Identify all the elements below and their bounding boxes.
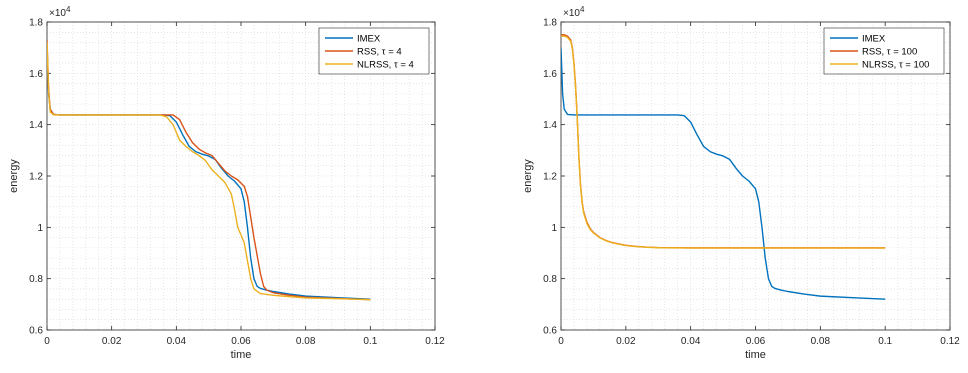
legend: IMEX RSS, τ = 4 NLRSS, τ = 4 — [318, 27, 430, 75]
legend-entry-1: IMEX — [357, 34, 381, 45]
y-tick-label: 1.6 — [543, 69, 557, 80]
x-axis-label: time — [231, 349, 252, 361]
y-tick-label: 1.2 — [543, 172, 557, 183]
y-exponent-base: ×10 — [49, 8, 66, 19]
legend-entry-3: NLRSS, τ = 100 — [862, 60, 929, 71]
y-axis-label: energy — [522, 159, 534, 193]
x-tick-label: 0.1 — [363, 336, 377, 347]
series-group — [47, 39, 371, 301]
y-tick-label: 1 — [551, 223, 557, 234]
x-tick-label: 0.06 — [231, 336, 251, 347]
x-tick-label: 0.08 — [296, 336, 316, 347]
x-tick-label: 0.12 — [940, 336, 960, 347]
y-exponent-label: ×104 — [563, 5, 585, 19]
x-tick-label: 0.04 — [167, 336, 187, 347]
series-line-3 — [47, 42, 371, 301]
y-tick-label: 1.6 — [29, 69, 43, 80]
x-tick-label: 0.1 — [878, 336, 892, 347]
y-tick-label: 1.4 — [29, 120, 43, 131]
y-tick-label: 0.6 — [543, 326, 557, 337]
y-exponent-base: ×10 — [563, 8, 580, 19]
x-tick-label: 0.06 — [746, 336, 766, 347]
x-tick-label: 0.02 — [616, 336, 636, 347]
series-line-1 — [561, 47, 886, 300]
y-exponent-power: 4 — [66, 5, 71, 14]
legend-entry-3: NLRSS, τ = 4 — [357, 60, 414, 71]
y-exponent-label: ×104 — [49, 5, 71, 19]
y-tick-label: 1.4 — [543, 120, 557, 131]
y-axis-label: energy — [8, 159, 20, 193]
x-tick-label: 0 — [44, 336, 50, 347]
x-tick-label: 0.02 — [102, 336, 122, 347]
y-tick-label: 1 — [37, 223, 43, 234]
y-tick-label: 1.8 — [29, 18, 43, 29]
legend-entry-2: RSS, τ = 100 — [862, 47, 917, 58]
x-tick-label: 0.08 — [811, 336, 831, 347]
x-tick-label: 0.12 — [425, 336, 445, 347]
y-tick-label: 1.2 — [29, 172, 43, 183]
x-tick-label: 0 — [558, 336, 564, 347]
y-tick-label: 0.8 — [29, 274, 43, 285]
series-line-3 — [561, 35, 886, 249]
chart-panel-2: 0 0.02 0.04 0.06 0.08 0.1 0.12 0.6 0.8 1 1.2 1.4 1.6… — [522, 5, 960, 361]
x-tick-label: 0.04 — [681, 336, 701, 347]
legend: IMEX RSS, τ = 100 NLRSS, τ = 100 — [823, 27, 945, 75]
y-tick-label: 0.8 — [543, 274, 557, 285]
y-tick-label: 0.6 — [29, 326, 43, 337]
grid — [561, 22, 950, 330]
y-tick-label: 1.8 — [543, 18, 557, 29]
y-exponent-power: 4 — [580, 5, 585, 14]
legend-entry-1: IMEX — [862, 34, 886, 45]
x-axis-label: time — [745, 349, 766, 361]
series-group — [561, 34, 886, 300]
legend-entry-2: RSS, τ = 4 — [357, 47, 402, 58]
chart-panel-1: 0 0.02 0.04 0.06 0.08 0.1 0.12 0.6 0.8 1 1.2 1.4 1.6… — [8, 5, 445, 361]
